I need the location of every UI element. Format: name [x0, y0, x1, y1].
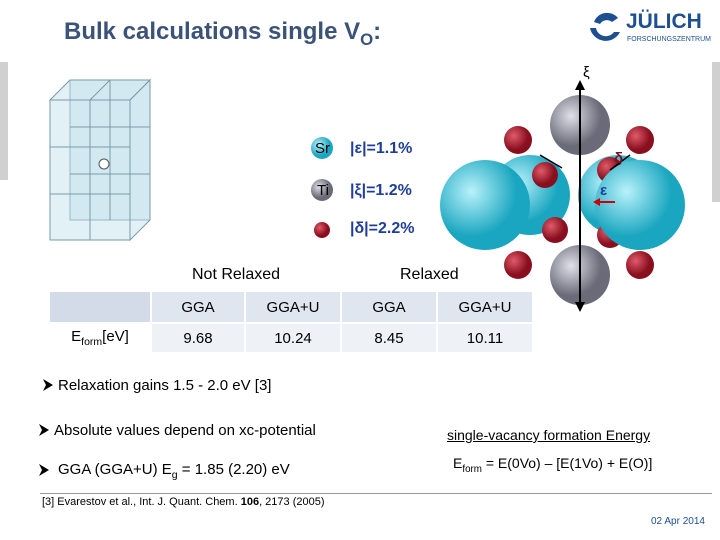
arrow-label: ε [600, 182, 608, 199]
bullet [39, 424, 49, 436]
table-cell: 8.45 [340, 322, 438, 354]
separator [40, 493, 712, 494]
table-group: Not Relaxed [192, 266, 281, 283]
text: [3] Evarestov et al., Int. J. Quant. Che… [42, 496, 241, 508]
bullet-text: Absolute values depend on xc-potential [54, 422, 316, 439]
definition-formula: Eform = E(0Vo) – [E(1Vo) + E(O)] [453, 455, 652, 475]
table-cell: 9.68 [150, 322, 246, 354]
text: , 2173 (2005) [259, 496, 325, 508]
table-header: GGA [150, 290, 246, 324]
legend-label: |ε|=1.1% [350, 140, 413, 157]
table-header: GGA+U [436, 290, 534, 324]
text: [eV] [102, 328, 129, 345]
structure [311, 80, 685, 312]
side-bar [712, 62, 720, 202]
legend-atom: Sr [315, 140, 330, 157]
text: Bulk calculations single V [64, 18, 361, 45]
bullet-text: GGA (GGA+U) Eg = 1.85 (2.20) eV [58, 461, 290, 481]
table-cell [48, 290, 152, 324]
cell-diagram [48, 78, 152, 242]
table-header: GGA [340, 290, 438, 324]
legend-label: |δ|=2.2% [350, 220, 415, 237]
legend-label: |ξ|=1.2% [350, 182, 412, 199]
text: 106 [240, 496, 260, 508]
bullet-text: Relaxation gains 1.5 - 2.0 eV [3] [58, 377, 272, 394]
logo: JÜLICH [626, 10, 702, 33]
side-bar [0, 62, 8, 180]
row-label: Eform[eV] [48, 322, 152, 354]
table-group: Relaxed [400, 266, 459, 283]
text: : [373, 18, 382, 45]
legend-atom: Ti [317, 182, 329, 199]
table-cell: 10.24 [244, 322, 342, 354]
bullet [39, 464, 49, 476]
reference: [3] Evarestov et al., Int. J. Quant. Che… [42, 496, 325, 508]
logo-mark [590, 12, 620, 41]
logo-subtitle: FORSCHUNGSZENTRUM [627, 36, 711, 43]
text: E [453, 455, 463, 471]
definition-caption: single-vacancy formation Energy [447, 427, 651, 443]
text: form [462, 463, 482, 475]
text: O [360, 29, 374, 49]
text: GGA (GGA+U) E [58, 461, 172, 478]
results-table: GGA GGA+U GGA GGA+U Eform[eV] 9.68 10.24… [48, 290, 534, 354]
table-cell: 10.11 [436, 322, 534, 354]
title: Bulk calculations single VO: [64, 18, 381, 50]
arrow-label: δ [614, 150, 624, 167]
date: 02 Apr 2014 [651, 516, 705, 527]
table-header: GGA+U [244, 290, 342, 324]
text: form [81, 336, 103, 348]
text: = E(0Vo) – [E(1Vo) + E(O)] [481, 455, 653, 471]
text: = 1.85 (2.20) eV [177, 461, 290, 478]
bullet [43, 379, 53, 391]
text: g [171, 469, 178, 481]
arrow-label: ξ [583, 64, 590, 81]
text: E [71, 328, 82, 345]
